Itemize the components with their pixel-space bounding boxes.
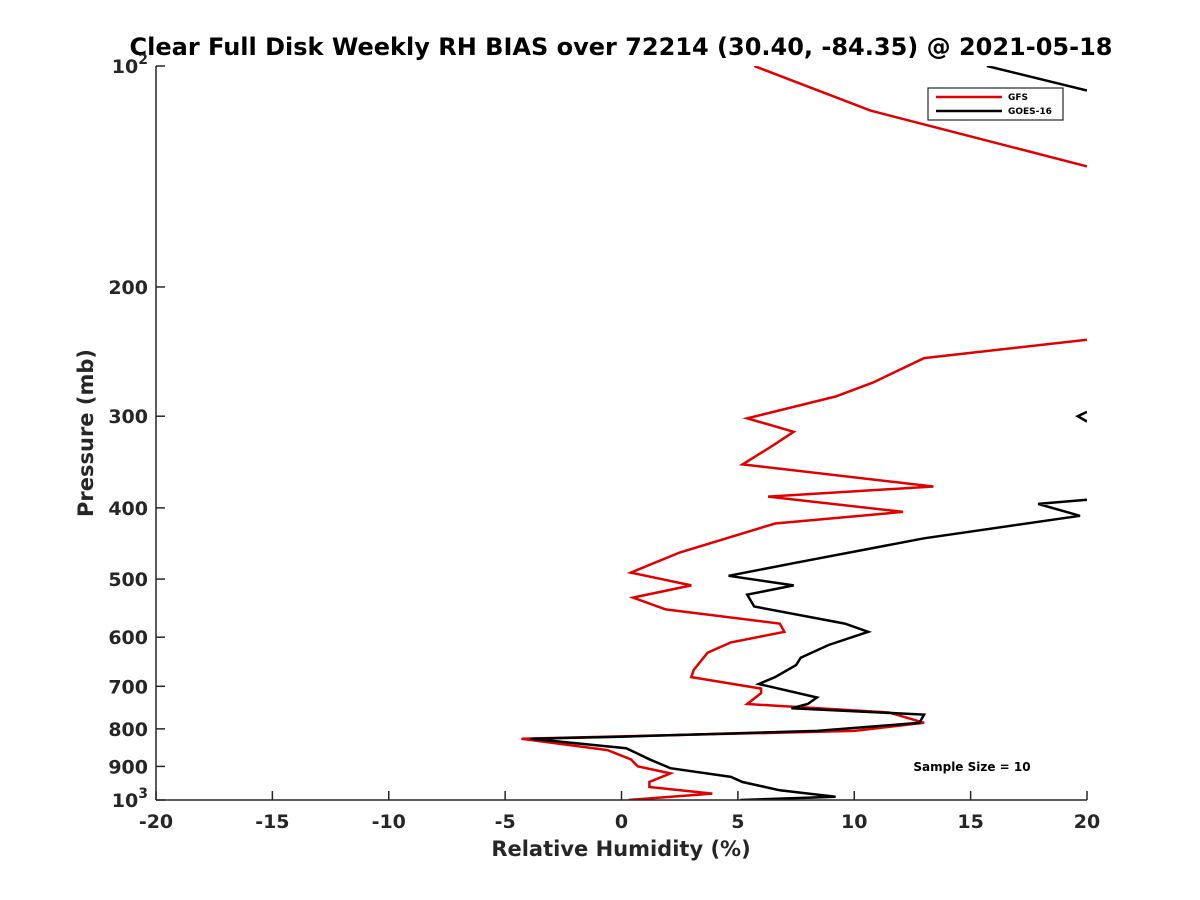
y-tick-label: 500 (108, 569, 148, 591)
y-axis-label: Pressure (mb) (74, 349, 98, 517)
y-tick-label: 600 (108, 627, 148, 649)
y-tick-label: 800 (108, 719, 148, 741)
legend-box (927, 87, 1064, 121)
x-ticks: -20 -15 -10 -5 0 5 10 15 20 (139, 791, 1100, 833)
series-layer (521, 66, 1087, 800)
legend: GFS GOES-16 (927, 87, 1064, 121)
y-tick-label: 400 (108, 498, 148, 520)
series-line-goes-16-segment-3 (530, 498, 1087, 800)
x-tick-label: 10 (841, 811, 867, 833)
y-tick-label: 102 (112, 52, 148, 78)
y-tick-label: 103 (112, 786, 148, 812)
series-line-gfs-segment-2 (521, 338, 1087, 800)
y-tick-label: 700 (108, 676, 148, 698)
x-tick-label: 20 (1074, 811, 1100, 833)
y-ticks: 102 200 300 400 500 600 700 800 900 103 (108, 52, 165, 812)
legend-label-gfs: GFS (1008, 93, 1028, 103)
x-axis-label: Relative Humidity (%) (491, 837, 750, 861)
y-tick-label: 900 (108, 756, 148, 778)
y-tick-label: 300 (108, 406, 148, 428)
x-tick-label: -15 (255, 811, 289, 833)
chart-title: Clear Full Disk Weekly RH BIAS over 7221… (130, 33, 1113, 61)
x-tick-label: -5 (495, 811, 516, 833)
series-line-goes-16-segment-2 (1074, 410, 1087, 423)
x-tick-label: 5 (731, 811, 744, 833)
x-tick-label: -20 (139, 811, 173, 833)
series-line-gfs-segment-1 (753, 66, 1087, 168)
x-tick-label: -10 (372, 811, 406, 833)
x-tick-label: 0 (615, 811, 628, 833)
sample-size-annotation: Sample Size = 10 (913, 760, 1030, 774)
legend-label-goes-16: GOES-16 (1008, 107, 1052, 117)
y-tick-label: 200 (108, 277, 148, 299)
series-line-goes-16-segment-1 (986, 66, 1087, 92)
x-tick-label: 15 (957, 811, 983, 833)
